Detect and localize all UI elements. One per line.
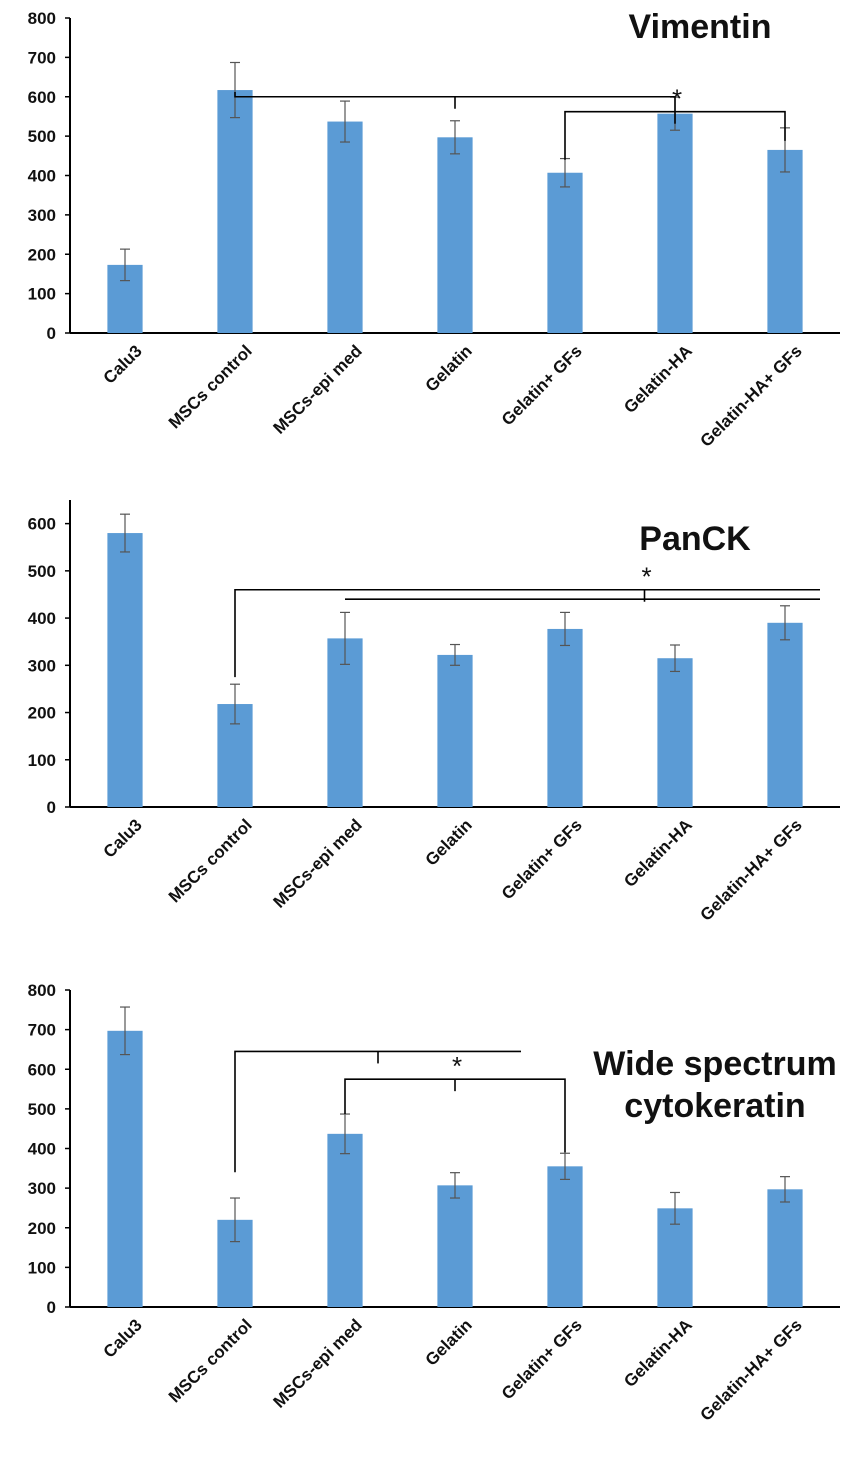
y-tick-label: 400 xyxy=(28,1140,56,1159)
bar xyxy=(437,137,473,333)
bar xyxy=(327,121,363,334)
significance-mark: * xyxy=(641,562,651,592)
category-label: Gelatin xyxy=(422,815,476,869)
y-tick-label: 100 xyxy=(28,751,56,770)
y-tick-label: 800 xyxy=(28,9,56,28)
bar xyxy=(767,1189,803,1307)
category-label: MSCs control xyxy=(165,341,256,432)
y-tick-label: 100 xyxy=(28,1258,56,1277)
y-tick-label: 600 xyxy=(28,515,56,534)
y-tick-label: 400 xyxy=(28,609,56,628)
y-tick-label: 400 xyxy=(28,167,56,186)
category-label: Calu3 xyxy=(100,1315,146,1361)
bar xyxy=(437,1185,473,1307)
bar xyxy=(107,1030,143,1307)
category-label: Gelatin-HA xyxy=(620,341,696,417)
y-tick-label: 200 xyxy=(28,1219,56,1238)
significance-bracket xyxy=(234,588,820,678)
bar xyxy=(767,149,803,333)
y-tick-label: 200 xyxy=(28,704,56,723)
y-tick-label: 300 xyxy=(28,1179,56,1198)
category-label: Gelatin-HA xyxy=(620,815,696,891)
y-tick-label: 800 xyxy=(28,981,56,1000)
y-tick-label: 0 xyxy=(47,798,56,817)
y-tick-label: 700 xyxy=(28,48,56,67)
y-tick-label: 300 xyxy=(28,206,56,225)
y-tick-label: 100 xyxy=(28,285,56,304)
bar xyxy=(547,172,583,333)
bar xyxy=(217,90,253,334)
bar xyxy=(107,533,143,807)
y-tick-label: 600 xyxy=(28,88,56,107)
category-label: Gelatin xyxy=(422,1315,476,1369)
category-label: Gelatin+ GFs xyxy=(498,341,586,429)
chart-title: Wide spectrum xyxy=(593,1045,836,1083)
y-tick-label: 500 xyxy=(28,127,56,146)
bar xyxy=(547,628,583,807)
y-tick-label: 500 xyxy=(28,562,56,581)
category-label: MSCs control xyxy=(165,815,256,906)
category-label: MSCs-epi med xyxy=(270,815,366,911)
category-label: Gelatin+ GFs xyxy=(498,1315,586,1403)
significance-mark: * xyxy=(452,1051,462,1081)
category-label: Gelatin-HA xyxy=(620,1315,696,1391)
bar xyxy=(437,654,473,807)
bar xyxy=(657,113,693,334)
bar xyxy=(327,638,363,807)
chart-title: Vimentin xyxy=(629,8,772,46)
bar xyxy=(657,658,693,807)
y-tick-label: 500 xyxy=(28,1100,56,1119)
significance-bracket xyxy=(234,1050,521,1173)
category-label: Gelatin-HA+ GFs xyxy=(697,1315,806,1424)
category-label: Gelatin-HA+ GFs xyxy=(697,341,806,450)
category-label: Gelatin+ GFs xyxy=(498,815,586,903)
category-label: MSCs control xyxy=(165,1315,256,1406)
y-tick-label: 700 xyxy=(28,1021,56,1040)
category-label: Calu3 xyxy=(100,815,146,861)
category-label: Gelatin xyxy=(422,341,476,395)
significance-mark: * xyxy=(672,84,682,114)
y-tick-label: 600 xyxy=(28,1060,56,1079)
bar xyxy=(547,1166,583,1307)
chart-title: PanCK xyxy=(639,520,751,558)
y-tick-label: 0 xyxy=(47,1298,56,1317)
category-label: Gelatin-HA+ GFs xyxy=(697,815,806,924)
y-tick-label: 200 xyxy=(28,245,56,264)
y-tick-label: 0 xyxy=(47,324,56,343)
category-label: Calu3 xyxy=(100,341,146,387)
bar xyxy=(767,622,803,807)
chart-title: cytokeratin xyxy=(624,1087,805,1125)
y-tick-label: 300 xyxy=(28,656,56,675)
category-label: MSCs-epi med xyxy=(270,1315,366,1411)
category-label: MSCs-epi med xyxy=(270,341,366,437)
bar xyxy=(327,1133,363,1307)
